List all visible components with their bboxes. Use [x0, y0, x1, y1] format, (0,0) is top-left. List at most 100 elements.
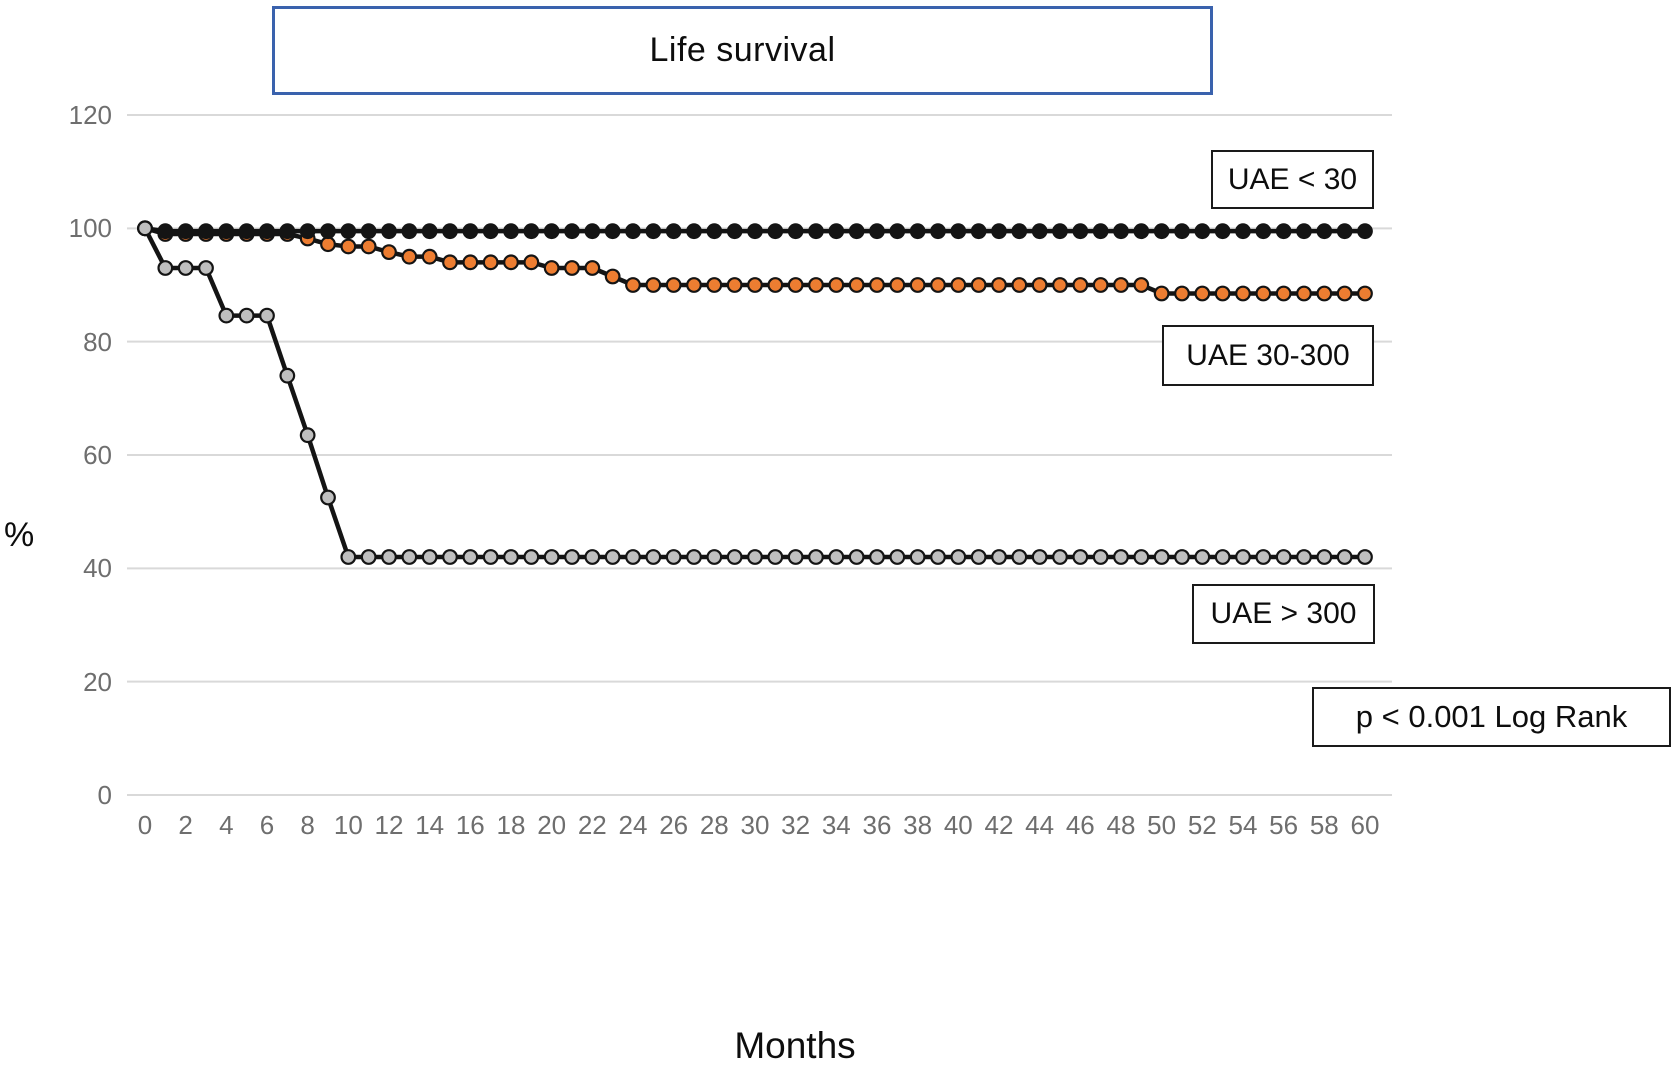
x-tick-label: 28 — [699, 810, 729, 840]
data-point-marker — [340, 549, 357, 565]
data-point-marker — [543, 260, 560, 276]
data-point-marker — [543, 223, 560, 240]
data-point-marker — [645, 223, 662, 240]
data-point-marker — [503, 549, 519, 565]
data-point-marker — [767, 277, 784, 293]
data-point-marker — [1296, 223, 1312, 240]
y-tick-label: 100 — [68, 213, 112, 244]
data-point-marker — [1316, 549, 1333, 565]
data-point-marker — [787, 277, 804, 293]
data-point-marker — [726, 223, 743, 240]
data-point-marker — [1214, 285, 1231, 302]
y-tick-label: 40 — [83, 553, 112, 584]
data-point-marker — [1072, 277, 1089, 293]
x-tick-label: 14 — [415, 810, 445, 840]
data-point-marker — [1214, 223, 1231, 240]
data-point-marker — [726, 277, 743, 293]
x-tick-label: 44 — [1025, 810, 1055, 840]
x-tick-label: 20 — [537, 810, 567, 840]
series-label-uae-lt-30: UAE < 30 — [1211, 150, 1374, 209]
data-point-marker — [442, 223, 458, 240]
data-point-marker — [706, 223, 723, 240]
data-point-marker — [1194, 285, 1211, 302]
data-point-marker — [462, 223, 479, 240]
x-tick-label: 40 — [943, 810, 973, 840]
pvalue-box: p < 0.001 Log Rank — [1312, 687, 1671, 747]
x-tick-label: 10 — [333, 810, 363, 840]
data-point-marker — [1316, 285, 1333, 302]
data-point-marker — [625, 277, 641, 293]
data-point-marker — [930, 223, 946, 240]
data-point-marker — [1174, 549, 1190, 565]
data-point-marker — [381, 244, 397, 261]
data-point-marker — [503, 254, 519, 271]
data-point-marker — [1133, 549, 1150, 565]
data-point-marker — [930, 277, 946, 293]
data-point-marker — [1174, 223, 1190, 240]
x-tick-label: 60 — [1350, 810, 1380, 840]
data-point-marker — [604, 268, 621, 285]
data-point-marker — [1011, 277, 1028, 293]
data-point-marker — [238, 223, 255, 240]
x-tick-label: 6 — [259, 810, 275, 840]
data-point-marker — [1133, 277, 1150, 293]
data-point-marker — [869, 549, 885, 565]
data-point-marker — [808, 277, 824, 293]
data-point-marker — [889, 277, 906, 293]
data-point-marker — [1031, 277, 1048, 293]
y-axis-label: % — [4, 516, 35, 554]
data-point-marker — [523, 223, 540, 240]
data-point-marker — [1357, 549, 1373, 565]
data-point-marker — [1113, 549, 1129, 565]
data-point-marker — [828, 277, 845, 293]
data-point-marker — [1113, 223, 1129, 240]
x-tick-label: 52 — [1187, 810, 1217, 840]
data-point-marker — [503, 223, 519, 240]
data-point-marker — [564, 260, 580, 276]
series-label-uae-30-300: UAE 30-300 — [1162, 325, 1374, 386]
data-point-marker — [848, 549, 865, 565]
data-point-marker — [1296, 549, 1312, 565]
data-point-marker — [950, 549, 967, 565]
data-point-marker — [523, 549, 540, 565]
data-point-marker — [747, 549, 763, 565]
data-point-marker — [299, 427, 316, 444]
x-tick-label: 2 — [178, 810, 193, 840]
data-point-marker — [198, 223, 214, 240]
x-tick-label: 32 — [781, 810, 811, 840]
x-tick-label: 0 — [137, 810, 153, 840]
data-point-marker — [686, 277, 702, 293]
data-point-marker — [808, 223, 824, 240]
data-point-marker — [889, 223, 906, 240]
data-point-marker — [218, 223, 235, 240]
data-point-marker — [1275, 223, 1292, 240]
x-tick-label: 34 — [821, 810, 851, 840]
data-point-marker — [462, 549, 479, 565]
data-point-marker — [401, 549, 418, 565]
data-point-marker — [177, 260, 194, 276]
data-point-marker — [1357, 285, 1373, 302]
data-point-marker — [1336, 285, 1353, 302]
data-point-marker — [482, 254, 499, 271]
data-point-marker — [848, 223, 865, 240]
y-tick-label: 20 — [83, 666, 112, 697]
data-point-marker — [177, 223, 194, 240]
data-point-marker — [1194, 549, 1211, 565]
data-point-marker — [482, 223, 499, 240]
data-point-marker — [1092, 549, 1109, 565]
x-tick-label: 22 — [577, 810, 607, 840]
x-tick-label: 38 — [903, 810, 933, 840]
data-point-marker — [665, 277, 682, 293]
y-tick-label: 120 — [68, 99, 112, 130]
data-point-marker — [828, 223, 845, 240]
data-point-marker — [1113, 277, 1129, 293]
x-tick-label: 16 — [455, 810, 485, 840]
data-point-marker — [1052, 223, 1068, 240]
data-point-marker — [1235, 285, 1251, 302]
data-point-marker — [767, 549, 784, 565]
data-point-marker — [604, 549, 621, 565]
data-point-marker — [340, 238, 357, 255]
data-point-marker — [991, 277, 1007, 293]
data-point-marker — [950, 277, 967, 293]
data-point-marker — [442, 254, 458, 271]
